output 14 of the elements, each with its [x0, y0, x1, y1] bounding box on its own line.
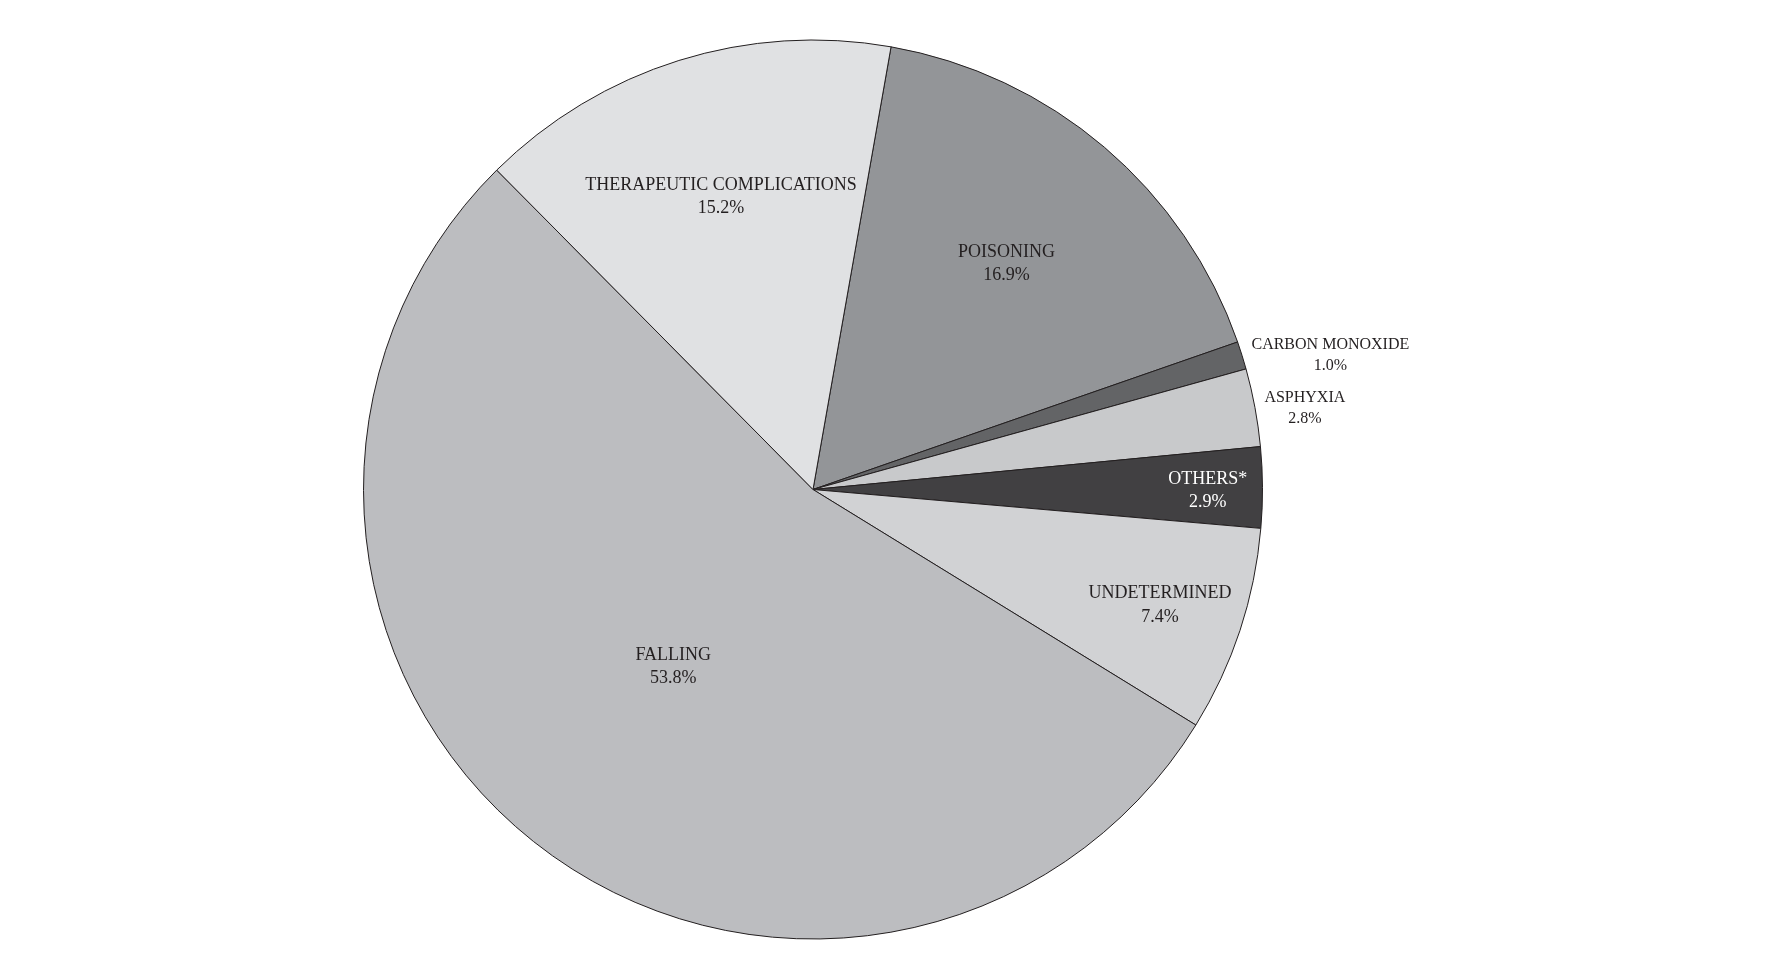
data-label: 7.4%: [1141, 605, 1179, 626]
slice-label: POISONING: [957, 240, 1055, 261]
slice-label: FALLING: [635, 643, 712, 664]
data-label: 53.8%: [650, 667, 697, 688]
slice-label: CARBON MONOXIDE: [1251, 334, 1410, 352]
data-label: 15.2%: [697, 197, 745, 218]
data-label: 2.9%: [1188, 491, 1227, 512]
slice-label: UNDETERMINED: [1088, 582, 1232, 603]
data-label: 1.0%: [1313, 355, 1348, 373]
slice-label: ASPHYXIA: [1264, 387, 1346, 405]
data-label: 2.8%: [1288, 408, 1322, 426]
slice-label: THERAPEUTIC COMPLICATIONS: [585, 173, 857, 194]
data-label: 16.9%: [983, 264, 1030, 285]
slice-label: OTHERS*: [1168, 467, 1248, 488]
